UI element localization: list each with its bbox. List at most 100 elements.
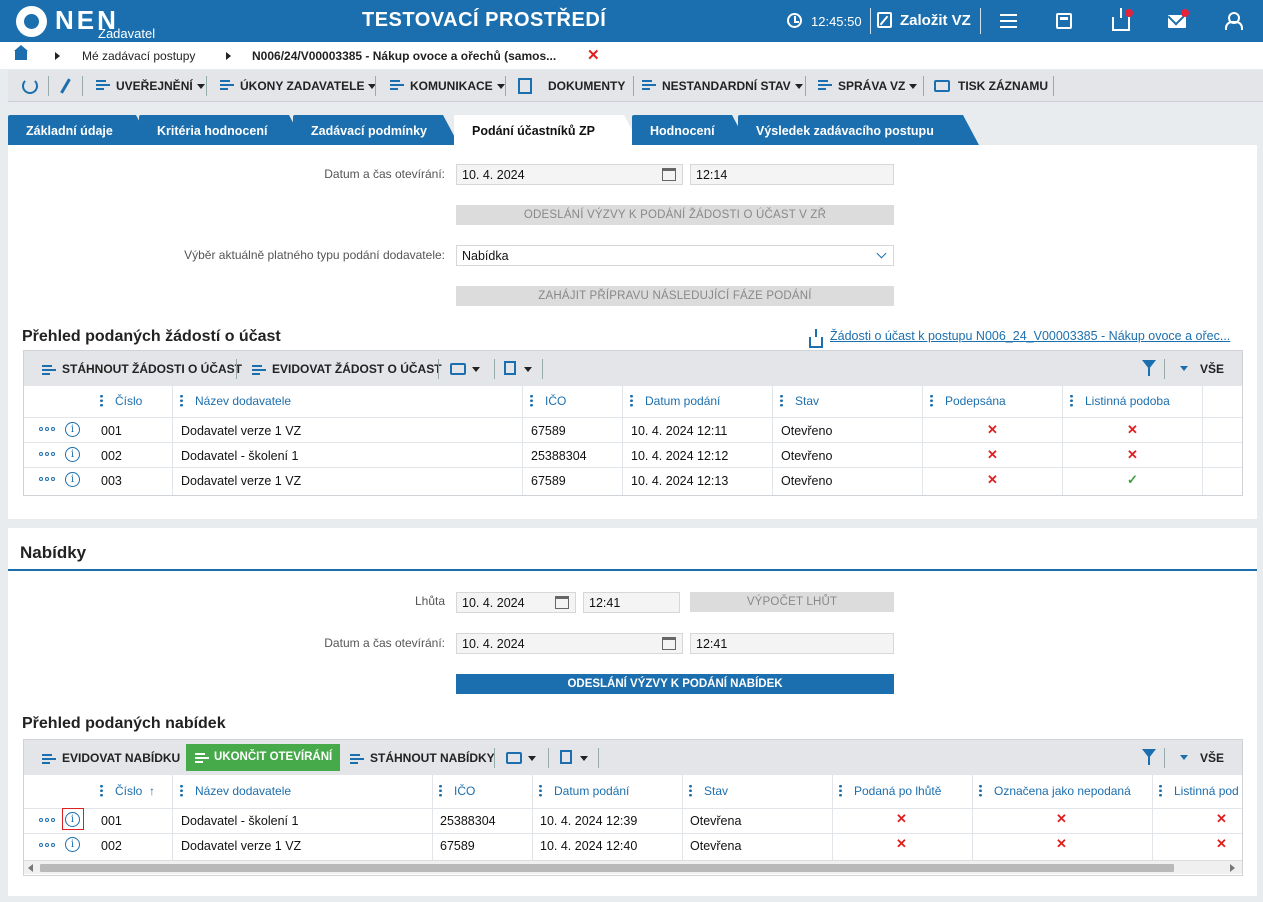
create-vz-button[interactable]: Založit VZ (900, 12, 971, 29)
more-icon[interactable] (39, 843, 56, 848)
calendar-icon[interactable] (662, 168, 676, 181)
info-icon[interactable]: i (65, 837, 80, 852)
caret-down-icon[interactable] (472, 367, 480, 372)
close-icon[interactable]: ✕ (587, 47, 600, 64)
caret-down-icon[interactable] (1180, 366, 1188, 371)
nen-logo[interactable]: NEN (16, 4, 119, 38)
start-next-phase-button[interactable]: ZAHÁJIT PŘÍPRAVU NÁSLEDUJÍCÍ FÁZE PODÁNÍ (456, 286, 894, 306)
menu-publication[interactable]: UVEŘEJNĚNÍ (116, 79, 205, 93)
tab-participant-submissions[interactable]: Podání účastníků ZP (454, 115, 640, 146)
column-handle[interactable] (180, 784, 183, 797)
register-request-button[interactable]: EVIDOVAT ŽÁDOST O ÚČAST (272, 362, 442, 376)
column-handle[interactable] (100, 784, 103, 797)
tab-evaluation-criteria[interactable]: Kritéria hodnocení (139, 115, 305, 145)
column-handle[interactable] (979, 784, 982, 797)
column-header-signed[interactable]: Podepsána (945, 394, 1006, 408)
info-icon[interactable]: i (65, 447, 80, 462)
column-header-state[interactable]: Stav (795, 394, 820, 408)
filter-icon[interactable] (1142, 749, 1156, 765)
caret-down-icon[interactable] (1180, 755, 1188, 760)
caret-down-icon[interactable] (528, 756, 536, 761)
column-handle[interactable] (630, 394, 633, 407)
column-handle[interactable] (1070, 394, 1073, 407)
view-all-selector[interactable]: VŠE (1200, 362, 1225, 376)
filter-icon[interactable] (1142, 360, 1156, 376)
menu-documents[interactable]: DOKUMENTY (548, 79, 626, 93)
opening-time-field[interactable]: 12:41 (690, 633, 894, 654)
column-handle[interactable] (539, 784, 542, 797)
column-handle[interactable] (1159, 784, 1162, 797)
horizontal-scrollbar[interactable] (24, 860, 1242, 874)
column-handle[interactable] (100, 394, 103, 407)
info-icon[interactable]: i (65, 472, 80, 487)
caret-down-icon[interactable] (580, 756, 588, 761)
column-header-marked-not-submitted[interactable]: Označena jako nepodaná (994, 784, 1131, 798)
sort-ascending-icon[interactable]: ↑ (149, 784, 155, 798)
mail-icon[interactable] (1168, 15, 1186, 28)
tab-procedure-result[interactable]: Výsledek zadávacího postupu (738, 115, 979, 145)
more-icon[interactable] (39, 427, 56, 432)
column-header-late[interactable]: Podaná po lhůtě (854, 784, 942, 798)
more-icon[interactable] (39, 452, 56, 457)
column-header-number[interactable]: Číslo (115, 394, 143, 408)
breadcrumb-item-current[interactable]: N006/24/V00003385 - Nákup ovoce a ořechů… (252, 49, 557, 63)
column-header-paper-form[interactable]: Listinná pod (1174, 784, 1239, 798)
column-header-supplier[interactable]: Název dodavatele (195, 394, 292, 408)
column-header-state[interactable]: Stav (704, 784, 729, 798)
more-icon[interactable] (39, 477, 56, 482)
column-header-ico[interactable]: IČO (454, 784, 476, 798)
more-icon[interactable] (39, 818, 56, 823)
breadcrumb-item-my-procedures[interactable]: Mé zadávací postupy (82, 49, 196, 63)
menu-non-standard-state[interactable]: NESTANDARDNÍ STAV (662, 79, 803, 93)
refresh-icon[interactable] (22, 78, 38, 94)
column-header-paper-form[interactable]: Listinná podoba (1085, 394, 1170, 408)
column-header-date[interactable]: Datum podání (554, 784, 630, 798)
column-handle[interactable] (689, 784, 692, 797)
column-handle[interactable] (930, 394, 933, 407)
column-handle[interactable] (180, 394, 183, 407)
column-handle[interactable] (530, 394, 533, 407)
column-header-number[interactable]: Číslo (115, 784, 143, 798)
calendar-icon[interactable] (662, 637, 676, 650)
deadline-time-field[interactable]: 12:41 (583, 592, 680, 613)
view-all-selector[interactable]: VŠE (1200, 751, 1225, 765)
menu-icon[interactable] (998, 10, 1020, 32)
inbox-icon[interactable] (1112, 8, 1130, 31)
pencil-icon[interactable] (60, 78, 71, 94)
register-offer-button[interactable]: EVIDOVAT NABÍDKU (62, 751, 181, 765)
column-handle[interactable] (839, 784, 842, 797)
column-handle[interactable] (780, 394, 783, 407)
calculator-icon[interactable] (1056, 13, 1072, 29)
calendar-icon[interactable] (555, 596, 569, 609)
tab-basic-info[interactable]: Základní údaje (8, 115, 152, 145)
menu-vz-management[interactable]: SPRÁVA VZ (838, 79, 918, 93)
user-icon[interactable] (1225, 12, 1243, 30)
menu-contracting-actions[interactable]: ÚKONY ZADAVATELE (240, 79, 377, 93)
menu-communication[interactable]: KOMUNIKACE (410, 79, 505, 93)
export-icon[interactable] (560, 750, 572, 764)
opening-time-field[interactable]: 12:14 (690, 164, 894, 185)
menu-print-record[interactable]: TISK ZÁZNAMU (958, 79, 1048, 93)
scroll-right-icon[interactable] (1230, 864, 1235, 872)
scrollbar-thumb[interactable] (40, 864, 1174, 872)
tab-evaluation[interactable]: Hodnocení (632, 115, 748, 145)
opening-date-field[interactable]: 10. 4. 2024 (456, 633, 683, 654)
requests-export-link[interactable]: Žádosti o účast k postupu N006_24_V00003… (830, 329, 1231, 343)
tab-tender-conditions[interactable]: Zadávací podmínky (293, 115, 459, 145)
send-invitation-request-button[interactable]: ODESLÁNÍ VÝZVY K PODÁNÍ ŽÁDOSTI O ÚČAST … (456, 205, 894, 225)
download-offers-button[interactable]: STÁHNOUT NABÍDKY (370, 751, 495, 765)
column-handle[interactable] (439, 784, 442, 797)
column-header-ico[interactable]: IČO (545, 394, 567, 408)
deadline-date-field[interactable]: 10. 4. 2024 (456, 592, 576, 613)
download-requests-button[interactable]: STÁHNOUT ŽÁDOSTI O ÚČAST (62, 362, 242, 376)
home-icon[interactable] (14, 45, 28, 60)
info-icon[interactable]: i (65, 422, 80, 437)
send-offers-invitation-button[interactable]: ODESLÁNÍ VÝZVY K PODÁNÍ NABÍDEK (456, 674, 894, 694)
column-header-supplier[interactable]: Název dodavatele (195, 784, 292, 798)
finish-opening-button[interactable]: UKONČIT OTEVÍRÁNÍ (186, 744, 341, 771)
caret-down-icon[interactable] (524, 367, 532, 372)
opening-date-field[interactable]: 10. 4. 2024 (456, 164, 683, 185)
calculate-deadlines-button[interactable]: VÝPOČET LHŮT (690, 592, 894, 612)
info-icon[interactable]: i (65, 812, 80, 827)
printer-icon[interactable] (450, 363, 466, 375)
